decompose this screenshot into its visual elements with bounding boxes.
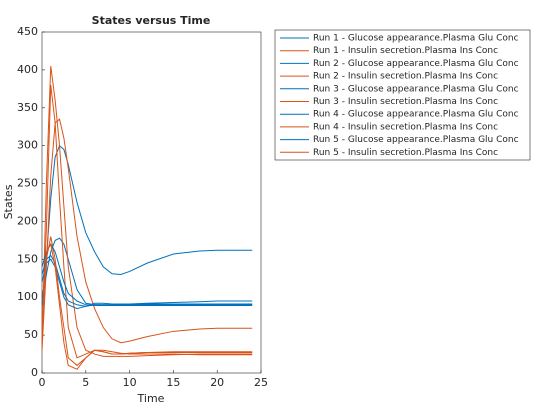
legend-label: Run 4 - Insulin secretion.Plasma Ins Con… [313, 122, 498, 132]
y-tick-label: 50 [24, 328, 38, 341]
legend-label: Run 1 - Insulin secretion.Plasma Ins Con… [313, 46, 498, 56]
legend-box [274, 29, 531, 161]
y-tick-label: 450 [17, 25, 38, 38]
plot-area [41, 31, 262, 374]
x-tick-label: 5 [82, 376, 89, 389]
y-tick-label: 150 [17, 252, 38, 265]
y-tick-label: 200 [17, 214, 38, 227]
legend-label: Run 2 - Insulin secretion.Plasma Ins Con… [313, 72, 498, 82]
legend-label: Run 1 - Glucose appearance.Plasma Glu Co… [313, 34, 519, 44]
legend-label: Run 5 - Glucose appearance.Plasma Glu Co… [313, 135, 519, 145]
x-tick-label: 15 [166, 376, 180, 389]
x-tick-label: 10 [123, 376, 137, 389]
series-line [41, 243, 253, 307]
legend-label: Run 3 - Glucose appearance.Plasma Glu Co… [313, 84, 519, 94]
x-axis-label: Time [137, 392, 165, 405]
y-tick-label: 100 [17, 290, 38, 303]
x-tick-label: 0 [39, 376, 46, 389]
series-line [41, 242, 253, 370]
y-axis-label: States [2, 184, 15, 219]
chart-title: States versus Time [92, 14, 211, 27]
y-tick-label: 400 [17, 63, 38, 76]
y-tick-label: 250 [17, 177, 38, 190]
legend-label: Run 4 - Glucose appearance.Plasma Glu Co… [313, 110, 519, 120]
legend-label: Run 5 - Insulin secretion.Plasma Ins Con… [313, 148, 498, 158]
legend-label: Run 3 - Insulin secretion.Plasma Ins Con… [313, 97, 498, 107]
y-tick-label: 0 [31, 366, 38, 379]
series-line [41, 144, 253, 305]
x-tick-label: 25 [254, 376, 268, 389]
y-tick-label: 300 [17, 139, 38, 152]
y-tick-label: 350 [17, 101, 38, 114]
legend-label: Run 2 - Glucose appearance.Plasma Glu Co… [313, 59, 519, 69]
x-tick-label: 20 [210, 376, 224, 389]
series-line [41, 66, 253, 357]
